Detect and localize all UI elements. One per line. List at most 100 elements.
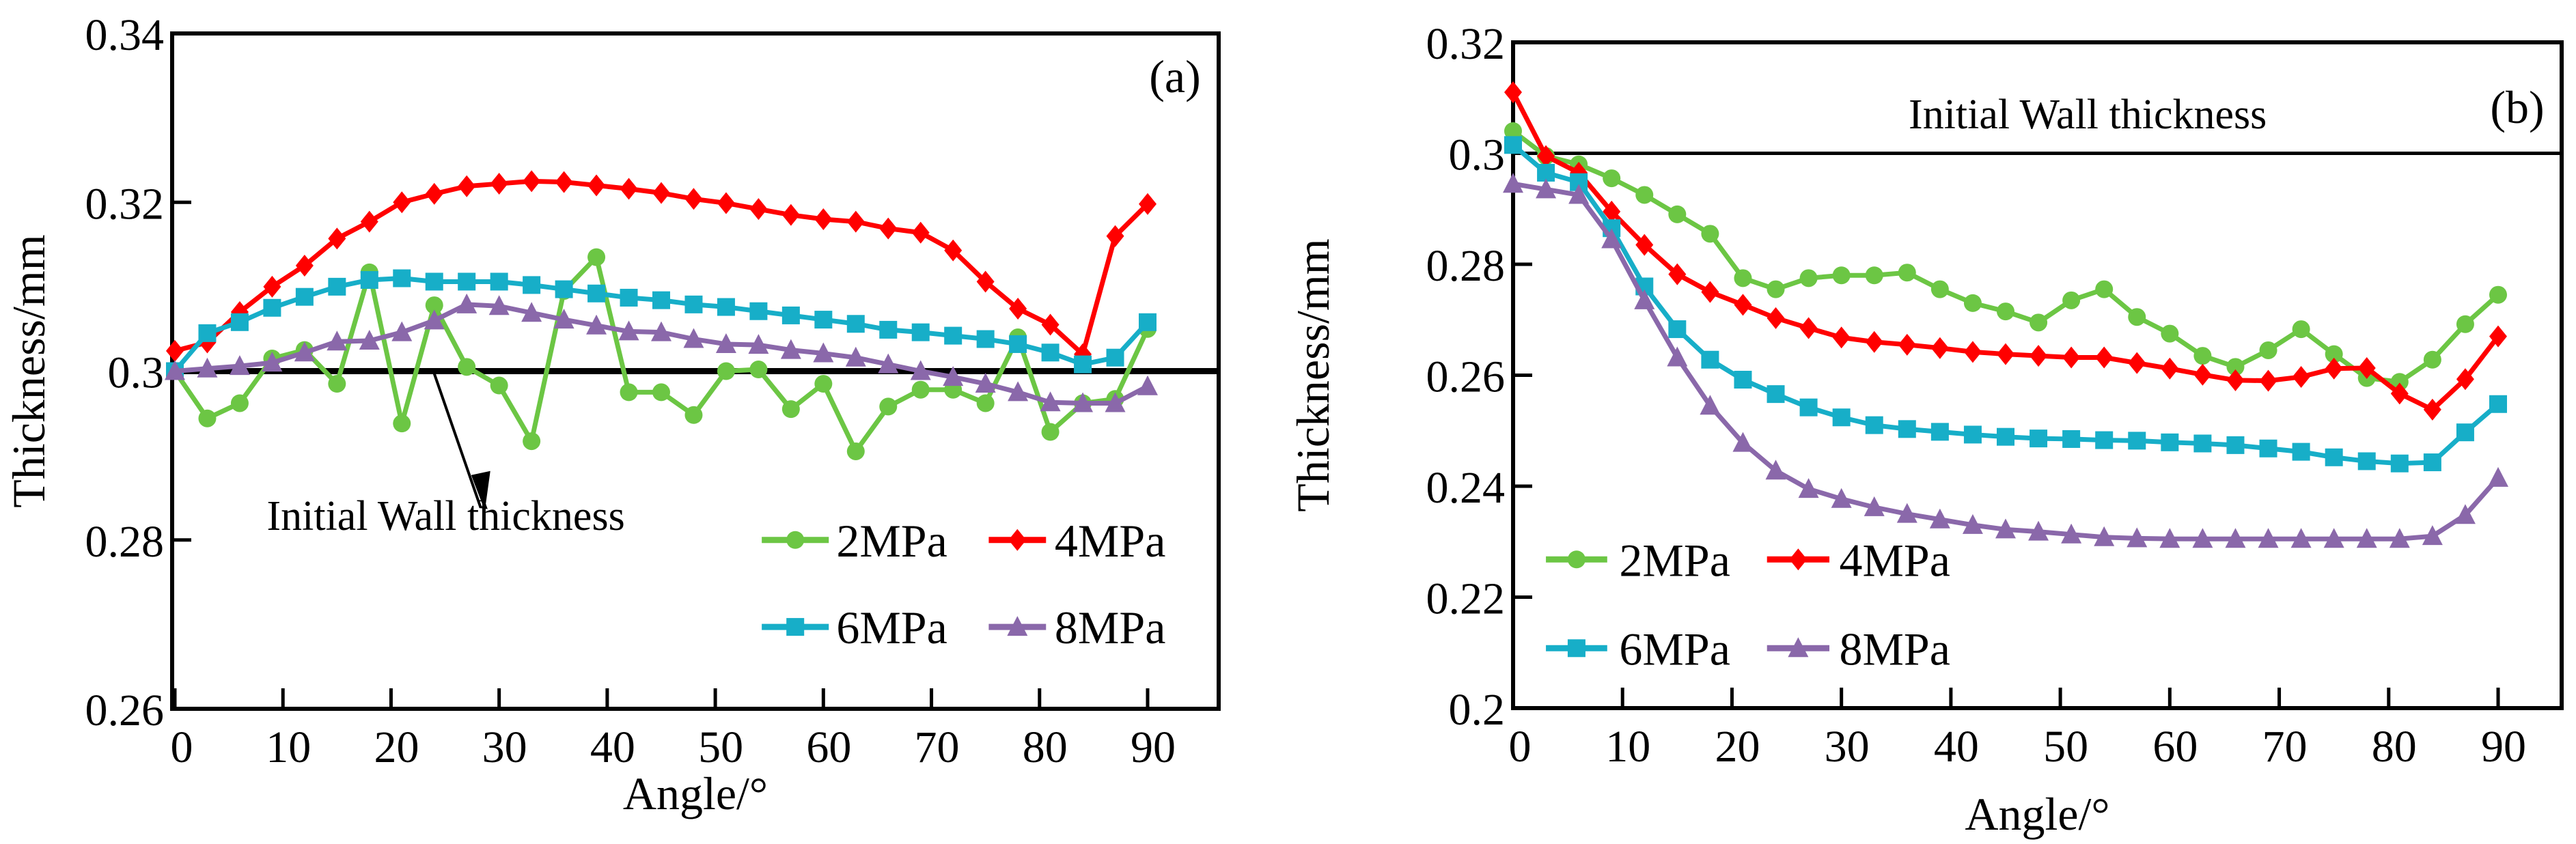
x-tick-label: 90 <box>2481 722 2526 772</box>
data-point-4MPa <box>393 191 411 214</box>
data-point-4MPa <box>1963 341 1982 363</box>
data-point-4MPa <box>1603 200 1621 223</box>
data-point-6MPa <box>976 330 995 348</box>
data-point-2MPa <box>2226 358 2245 376</box>
data-point-2MPa <box>620 383 638 402</box>
series-2MPa <box>166 248 1157 460</box>
data-point-6MPa <box>1799 398 1818 417</box>
data-point-4MPa <box>652 182 670 204</box>
data-point-8MPa <box>715 333 736 353</box>
data-point-4MPa <box>1009 298 1027 320</box>
data-point-8MPa <box>845 346 866 367</box>
data-point-8MPa <box>2356 528 2377 548</box>
data-point-4MPa <box>1734 294 1752 316</box>
data-point-4MPa <box>2030 345 2048 367</box>
data-point-8MPa <box>1137 375 1158 395</box>
data-point-8MPa <box>1831 488 1852 508</box>
data-point-6MPa <box>1963 425 1982 444</box>
data-point-2MPa <box>2193 347 2212 365</box>
data-point-2MPa <box>1799 269 1818 287</box>
legend-marker-6MPa <box>1567 639 1585 658</box>
data-point-8MPa <box>2225 528 2246 548</box>
series-8MPa <box>1503 173 2508 548</box>
data-point-8MPa <box>2258 528 2279 548</box>
data-point-8MPa <box>553 309 574 329</box>
x-tick-label: 30 <box>482 722 527 772</box>
data-point-8MPa <box>1962 514 1983 534</box>
data-point-2MPa <box>2030 313 2048 332</box>
data-point-6MPa <box>1041 343 1060 362</box>
data-point-8MPa <box>262 352 283 372</box>
data-point-4MPa <box>717 192 735 214</box>
series-6MPa <box>1504 136 2507 473</box>
legend-marker-8MPa <box>1007 616 1028 636</box>
x-tick-label: 90 <box>1131 722 1176 772</box>
data-point-4MPa <box>2128 352 2146 374</box>
x-axis-title: Angle/° <box>623 768 768 819</box>
data-point-8MPa <box>2127 527 2148 548</box>
data-point-8MPa <box>2488 466 2508 487</box>
data-point-2MPa <box>198 409 217 427</box>
data-point-6MPa <box>425 272 443 291</box>
x-tick-label: 10 <box>266 722 311 772</box>
data-point-6MPa <box>1767 385 1785 404</box>
data-point-8MPa <box>229 355 250 376</box>
data-point-2MPa <box>1997 303 2014 321</box>
data-point-8MPa <box>1601 228 1622 249</box>
data-point-2MPa <box>1635 186 1654 204</box>
data-point-6MPa <box>944 326 962 345</box>
data-point-4MPa <box>2161 357 2179 380</box>
x-tick-label: 0 <box>1509 722 1532 772</box>
data-point-8MPa <box>586 314 607 335</box>
legend-label-8MPa: 8MPa <box>1839 623 1950 675</box>
y-tick-label: 0.2 <box>1449 685 1506 735</box>
series-line-2MPa <box>173 255 1150 454</box>
data-point-8MPa <box>651 321 671 341</box>
data-point-2MPa <box>652 383 670 402</box>
data-point-8MPa <box>456 293 477 313</box>
data-point-6MPa <box>263 298 281 317</box>
data-point-8MPa <box>2323 528 2344 548</box>
reference-line-label: Initial Wall thickness <box>266 493 624 539</box>
data-point-2MPa <box>879 397 898 416</box>
data-point-6MPa <box>1504 136 1522 154</box>
data-point-2MPa <box>1504 122 1522 140</box>
data-point-4MPa <box>1139 193 1157 215</box>
data-point-2MPa <box>2259 341 2277 359</box>
data-point-4MPa <box>2456 368 2474 391</box>
data-point-8MPa <box>2422 525 2443 546</box>
data-point-6MPa <box>2193 434 2212 453</box>
data-point-6MPa <box>360 270 378 289</box>
data-point-6MPa <box>2423 453 2441 472</box>
data-point-8MPa <box>1105 392 1126 412</box>
data-point-8MPa <box>780 339 801 359</box>
data-point-6MPa <box>846 315 865 333</box>
data-point-8MPa <box>1040 391 1061 412</box>
data-point-2MPa <box>587 248 606 266</box>
data-point-6MPa <box>328 277 346 296</box>
data-point-2MPa <box>781 400 800 419</box>
data-point-4MPa <box>2062 346 2081 369</box>
x-tick-label: 60 <box>806 722 851 772</box>
legend-label-2MPa: 2MPa <box>1619 534 1730 586</box>
y-tick-label: 0.24 <box>1426 463 1506 513</box>
data-point-4MPa <box>1668 263 1687 285</box>
data-point-6MPa <box>2095 431 2114 449</box>
data-point-6MPa <box>2456 423 2474 442</box>
data-point-8MPa <box>1634 289 1655 309</box>
y-tick-label: 0.3 <box>1449 130 1506 180</box>
data-point-4MPa <box>2292 365 2310 388</box>
y-tick-label: 0.28 <box>1426 241 1506 291</box>
data-point-8MPa <box>2159 528 2180 548</box>
data-point-4MPa <box>360 210 378 233</box>
chart-panel-b: 0 10 20 30 40 50 60 70 80 90 0.2 0.22 0.24 0.26 0.28 0.… <box>1287 19 2564 840</box>
data-point-4MPa <box>555 171 573 193</box>
data-point-6MPa <box>523 276 541 294</box>
series-4MPa <box>1504 81 2507 421</box>
data-point-6MPa <box>458 272 476 291</box>
series-2MPa <box>1504 122 2507 391</box>
data-point-2MPa <box>2423 350 2441 369</box>
data-point-4MPa <box>425 182 443 205</box>
data-point-8MPa <box>2454 504 2476 524</box>
data-point-8MPa <box>1732 432 1754 452</box>
